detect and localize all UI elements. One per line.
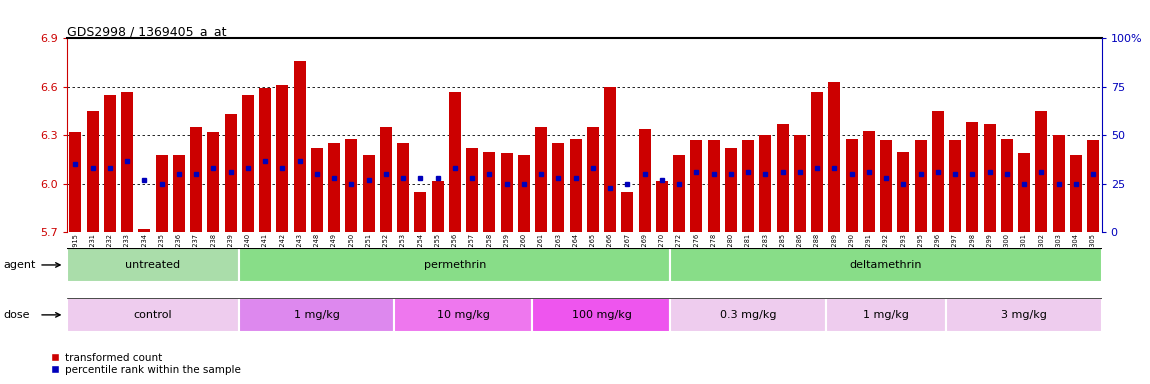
Bar (397, 144, 409, 232)
Bar (466, 148, 478, 232)
Text: GDS2998 / 1369405_a_at: GDS2998 / 1369405_a_at (67, 25, 227, 38)
Bar (673, 155, 685, 232)
Text: control: control (133, 310, 172, 320)
Bar (190, 127, 202, 232)
Text: agent: agent (3, 260, 36, 270)
Bar (966, 122, 979, 232)
Bar (67, 298, 239, 332)
Bar (394, 298, 532, 332)
Bar (670, 248, 1102, 282)
Text: dose: dose (3, 310, 30, 320)
Bar (535, 127, 547, 232)
Bar (946, 298, 1102, 332)
Bar (155, 155, 168, 232)
Text: 1 mg/kg: 1 mg/kg (294, 310, 339, 320)
Bar (776, 124, 789, 232)
Bar (328, 144, 340, 232)
Bar (569, 139, 582, 232)
Bar (310, 148, 323, 232)
Bar (362, 155, 375, 232)
Bar (483, 152, 496, 232)
Bar (862, 131, 875, 232)
Bar (707, 140, 720, 232)
Bar (293, 61, 306, 232)
Bar (1087, 140, 1099, 232)
Text: 10 mg/kg: 10 mg/kg (437, 310, 490, 320)
Bar (259, 88, 271, 232)
Legend: transformed count, percentile rank within the sample: transformed count, percentile rank withi… (52, 353, 240, 375)
Bar (759, 136, 772, 232)
Bar (345, 139, 358, 232)
Bar (69, 132, 82, 232)
Bar (1070, 155, 1082, 232)
Bar (690, 140, 703, 232)
Bar (742, 140, 754, 232)
Bar (949, 140, 961, 232)
Bar (897, 152, 910, 232)
Bar (431, 180, 444, 232)
Bar (914, 140, 927, 232)
Bar (518, 155, 530, 232)
Text: 1 mg/kg: 1 mg/kg (864, 310, 908, 320)
Bar (276, 85, 289, 232)
Bar (845, 139, 858, 232)
Bar (104, 95, 116, 232)
Bar (793, 136, 806, 232)
Bar (638, 129, 651, 232)
Text: untreated: untreated (125, 260, 181, 270)
Bar (242, 95, 254, 232)
Bar (828, 82, 841, 232)
Bar (811, 92, 823, 232)
Bar (500, 153, 513, 232)
Bar (121, 92, 133, 232)
Bar (239, 298, 394, 332)
Bar (586, 127, 599, 232)
Bar (224, 114, 237, 232)
Bar (172, 155, 185, 232)
Bar (826, 298, 946, 332)
Bar (552, 144, 565, 232)
Bar (414, 192, 427, 232)
Bar (983, 124, 996, 232)
Text: permethrin: permethrin (423, 260, 486, 270)
Bar (932, 111, 944, 232)
Bar (380, 127, 392, 232)
Bar (656, 180, 668, 232)
Bar (604, 87, 616, 232)
Bar (1052, 136, 1065, 232)
Text: 100 mg/kg: 100 mg/kg (572, 310, 631, 320)
Text: 3 mg/kg: 3 mg/kg (1002, 310, 1046, 320)
Bar (239, 248, 670, 282)
Text: deltamethrin: deltamethrin (850, 260, 922, 270)
Bar (67, 248, 239, 282)
Bar (880, 140, 892, 232)
Bar (621, 192, 634, 232)
Bar (138, 229, 151, 232)
Bar (724, 148, 737, 232)
Bar (207, 132, 220, 232)
Bar (532, 298, 670, 332)
Bar (448, 92, 461, 232)
Bar (1035, 111, 1048, 232)
Text: 0.3 mg/kg: 0.3 mg/kg (720, 310, 776, 320)
Bar (670, 298, 826, 332)
Bar (1018, 153, 1030, 232)
Bar (1000, 139, 1013, 232)
Bar (86, 111, 99, 232)
